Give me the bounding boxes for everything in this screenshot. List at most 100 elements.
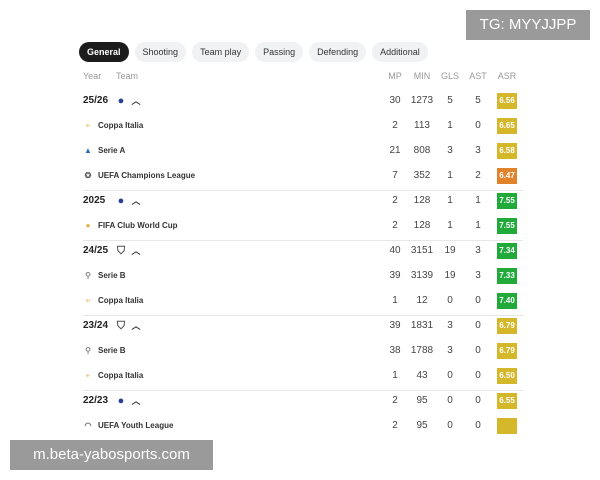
stat-gls: 0 xyxy=(447,370,453,381)
table-header: Year Team MP MIN GLS AST ASR xyxy=(83,69,523,83)
stat-ast: 5 xyxy=(475,95,481,106)
competition-row: ♅ Coppa Italia 2 113 1 0 6.65 xyxy=(83,116,523,136)
season-label: 23/24 xyxy=(83,320,109,331)
competition-row: ◠ UEFA Youth League 2 95 0 0 xyxy=(83,416,523,436)
stat-ast: 0 xyxy=(475,420,481,431)
divider xyxy=(83,390,523,391)
competition-row: ✪ UEFA Champions League 7 352 1 2 6.47 xyxy=(83,166,523,186)
stat-mp: 38 xyxy=(389,345,401,356)
rating-badge: 7.34 xyxy=(497,243,517,259)
stat-gls: 1 xyxy=(447,220,453,231)
min-header: MIN xyxy=(413,71,431,81)
tab-shooting[interactable]: Shooting xyxy=(134,42,187,62)
rating-badge: 6.47 xyxy=(497,168,517,184)
stat-min: 128 xyxy=(413,195,431,206)
stat-mp: 2 xyxy=(392,120,398,131)
rating-badge: 6.79 xyxy=(497,343,517,359)
chevron-up-icon[interactable]: ︿ xyxy=(131,196,141,206)
stat-min: 43 xyxy=(416,370,428,381)
stat-mp: 1 xyxy=(392,370,398,381)
rating-badge: 7.33 xyxy=(497,268,517,284)
competition-row: ♅ Coppa Italia 1 43 0 0 6.50 xyxy=(83,366,523,386)
stat-ast: 3 xyxy=(475,245,481,256)
team-header: Team xyxy=(116,71,139,81)
rating-badge: 6.79 xyxy=(497,318,517,334)
tab-team-play[interactable]: Team play xyxy=(192,42,250,62)
competition-row: ⚲ Serie B 38 1788 3 0 6.79 xyxy=(83,341,523,361)
season-row[interactable]: 23/24 ⛉ ︿ 39 1831 3 0 6.79 xyxy=(83,316,523,336)
chevron-up-icon[interactable]: ︿ xyxy=(131,96,141,106)
year-header: Year xyxy=(83,71,102,81)
stat-gls: 0 xyxy=(447,395,453,406)
youth-league-icon: ◠ xyxy=(84,421,92,430)
competition-row: ⚲ Serie B 39 3139 19 3 7.33 xyxy=(83,266,523,286)
chevron-up-icon[interactable]: ︿ xyxy=(131,396,141,406)
rating-badge: 6.55 xyxy=(497,393,517,409)
chevron-up-icon[interactable]: ︿ xyxy=(131,321,141,331)
season-row[interactable]: 25/26 ● ︿ 30 1273 5 5 6.56 xyxy=(83,91,523,111)
coppa-italia-icon: ♅ xyxy=(85,121,91,130)
rating-badge: 7.55 xyxy=(497,218,517,234)
coppa-italia-icon: ♅ xyxy=(85,296,91,305)
shield-crest-icon: ⛉ xyxy=(116,245,126,257)
stat-min: 95 xyxy=(416,420,428,431)
season-row[interactable]: 2025 ● ︿ 2 128 1 1 7.55 xyxy=(83,191,523,211)
rating-badge: 6.56 xyxy=(497,93,517,109)
serie-b-icon: ⚲ xyxy=(85,346,91,355)
competition-name: UEFA Youth League xyxy=(98,421,174,430)
coppa-italia-icon: ♅ xyxy=(85,371,91,380)
season-row[interactable]: 24/25 ⛉ ︿ 40 3151 19 3 7.34 xyxy=(83,241,523,261)
watermark-bottom: m.beta-yabosports.com xyxy=(10,440,213,470)
stat-ast: 2 xyxy=(475,170,481,181)
rating-badge: 6.65 xyxy=(497,118,517,134)
champions-league-icon: ✪ xyxy=(84,171,92,180)
club-world-cup-icon: ● xyxy=(85,221,91,230)
ast-header: AST xyxy=(469,71,487,81)
rating-badge: 7.40 xyxy=(497,293,517,309)
competition-name: Serie A xyxy=(98,146,126,155)
rating-badge xyxy=(497,418,517,434)
stat-gls: 0 xyxy=(447,295,453,306)
stat-ast: 0 xyxy=(475,295,481,306)
tab-additional[interactable]: Additional xyxy=(372,42,428,62)
stat-min: 128 xyxy=(413,220,431,231)
rating-badge: 7.55 xyxy=(497,193,517,209)
season-row[interactable]: 22/23 ● ︿ 2 95 0 0 6.55 xyxy=(83,391,523,411)
rating-badge: 6.50 xyxy=(497,368,517,384)
stat-min: 113 xyxy=(414,120,430,131)
competition-name: Serie B xyxy=(98,346,126,355)
competition-name: FIFA Club World Cup xyxy=(98,221,178,230)
shield-crest-icon: ⛉ xyxy=(116,320,126,332)
stat-mp: 39 xyxy=(389,270,401,281)
tab-passing[interactable]: Passing xyxy=(255,42,304,62)
tab-general[interactable]: General xyxy=(79,42,129,62)
season-label: 22/23 xyxy=(83,395,109,406)
stat-ast: 0 xyxy=(475,345,481,356)
stat-min: 808 xyxy=(413,145,431,156)
stat-gls: 1 xyxy=(447,120,453,131)
stat-mp: 30 xyxy=(389,95,401,106)
stat-min: 352 xyxy=(413,170,431,181)
stat-min: 1788 xyxy=(410,345,434,356)
stat-mp: 40 xyxy=(389,245,401,256)
stat-ast: 0 xyxy=(475,320,481,331)
inter-crest-icon: ● xyxy=(117,95,125,107)
competition-row: ● FIFA Club World Cup 2 128 1 1 7.55 xyxy=(83,216,523,236)
stat-ast: 3 xyxy=(475,270,481,281)
season-label: 24/25 xyxy=(83,245,109,256)
watermark-top: TG: MYYJJPP xyxy=(466,10,590,40)
divider xyxy=(83,315,523,316)
season-label: 25/26 xyxy=(83,95,109,106)
tab-defending[interactable]: Defending xyxy=(309,42,367,62)
stat-ast: 0 xyxy=(475,120,481,131)
divider xyxy=(83,240,523,241)
chevron-up-icon[interactable]: ︿ xyxy=(131,246,141,256)
stat-min: 1831 xyxy=(410,320,434,331)
stat-mp: 21 xyxy=(389,145,401,156)
stat-gls: 1 xyxy=(447,195,453,206)
stat-tabs: General Shooting Team play Passing Defending… xyxy=(79,42,428,62)
competition-name: Coppa Italia xyxy=(98,371,144,380)
serie-a-icon: ▲ xyxy=(84,146,92,155)
rating-badge: 6.58 xyxy=(497,143,517,159)
competition-name: Coppa Italia xyxy=(98,121,144,130)
